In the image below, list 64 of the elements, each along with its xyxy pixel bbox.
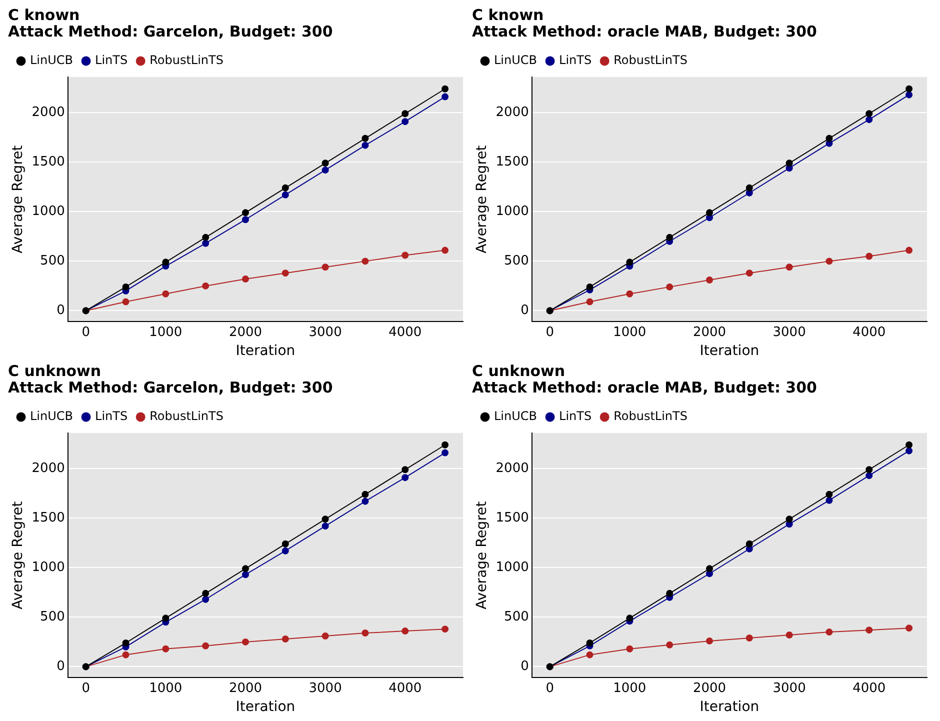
y-tick-label: 1500 — [32, 510, 65, 526]
y-tick-label: 1500 — [496, 510, 529, 526]
x-tick-label: 3000 — [308, 680, 342, 696]
legend-label: RobustLinTS — [614, 409, 688, 424]
legend-label: RobustLinTS — [150, 53, 224, 68]
x-tick-label: 4000 — [852, 324, 886, 340]
y-tick-label: 0 — [520, 303, 529, 318]
y-tick-label: 2000 — [32, 461, 65, 476]
x-tick-label: 2000 — [228, 324, 262, 340]
x-tick-label: 3000 — [772, 324, 806, 340]
x-axis-title: Iteration — [700, 343, 760, 360]
x-tick-label: 3000 — [772, 680, 806, 696]
legend-label: RobustLinTS — [614, 53, 688, 68]
legend-label: LinUCB — [30, 409, 74, 424]
x-axis-title: Iteration — [236, 699, 296, 716]
y-tick-label: 1000 — [32, 560, 65, 576]
x-tick-label: 1000 — [149, 680, 182, 696]
x-tick-label: 1000 — [613, 680, 646, 696]
y-tick-label: 2000 — [496, 105, 529, 120]
x-tick-label: 1000 — [613, 324, 646, 340]
x-axis-title: Iteration — [700, 699, 760, 716]
y-tick-label: 2000 — [496, 461, 529, 476]
y-tick-label: 1500 — [496, 154, 529, 170]
y-tick-label: 0 — [56, 659, 65, 674]
y-tick-label: 500 — [40, 254, 65, 269]
y-tick-label: 2000 — [32, 105, 65, 120]
x-tick-label: 3000 — [308, 324, 342, 340]
y-tick-label: 500 — [504, 610, 529, 625]
x-tick-label: 4000 — [852, 680, 886, 696]
chart-title: C known Attack Method: Garcelon, Budget: 300 — [8, 6, 333, 41]
y-axis-title: Average Regret — [10, 144, 26, 254]
x-tick-label: 0 — [82, 680, 90, 696]
x-tick-label: 1000 — [149, 324, 182, 340]
x-axis-title: Iteration — [236, 343, 296, 360]
legend-label: LinTS — [95, 53, 128, 68]
legend-label: RobustLinTS — [150, 409, 224, 424]
y-tick-label: 1000 — [496, 560, 529, 576]
y-axis-title: Average Regret — [474, 500, 490, 610]
chart-title: C unknown Attack Method: oracle MAB, Budget: 300 — [472, 362, 817, 397]
legend-label: LinTS — [95, 409, 128, 424]
legend-label: LinTS — [559, 53, 592, 68]
x-tick-label: 0 — [546, 324, 554, 340]
x-tick-label: 0 — [546, 680, 554, 696]
x-tick-label: 2000 — [692, 324, 726, 340]
x-tick-label: 2000 — [692, 680, 726, 696]
y-axis-title: Average Regret — [474, 144, 490, 254]
legend-label: LinTS — [559, 409, 592, 424]
y-tick-label: 0 — [56, 303, 65, 318]
x-tick-label: 4000 — [388, 324, 422, 340]
legend-label: LinUCB — [494, 53, 538, 68]
x-tick-label: 2000 — [228, 680, 262, 696]
legend-label: LinUCB — [494, 409, 538, 424]
y-tick-label: 500 — [504, 254, 529, 269]
x-tick-label: 4000 — [388, 680, 422, 696]
y-axis-title: Average Regret — [10, 500, 26, 610]
x-tick-label: 0 — [82, 324, 90, 340]
legend-label: LinUCB — [30, 53, 74, 68]
y-tick-label: 1000 — [32, 204, 65, 220]
chart-title: C known Attack Method: oracle MAB, Budget: 300 — [472, 6, 817, 41]
chart-title: C unknown Attack Method: Garcelon, Budget: 300 — [8, 362, 333, 397]
y-tick-label: 1500 — [32, 154, 65, 170]
y-tick-label: 1000 — [496, 204, 529, 220]
y-tick-label: 0 — [520, 659, 529, 674]
y-tick-label: 500 — [40, 610, 65, 625]
